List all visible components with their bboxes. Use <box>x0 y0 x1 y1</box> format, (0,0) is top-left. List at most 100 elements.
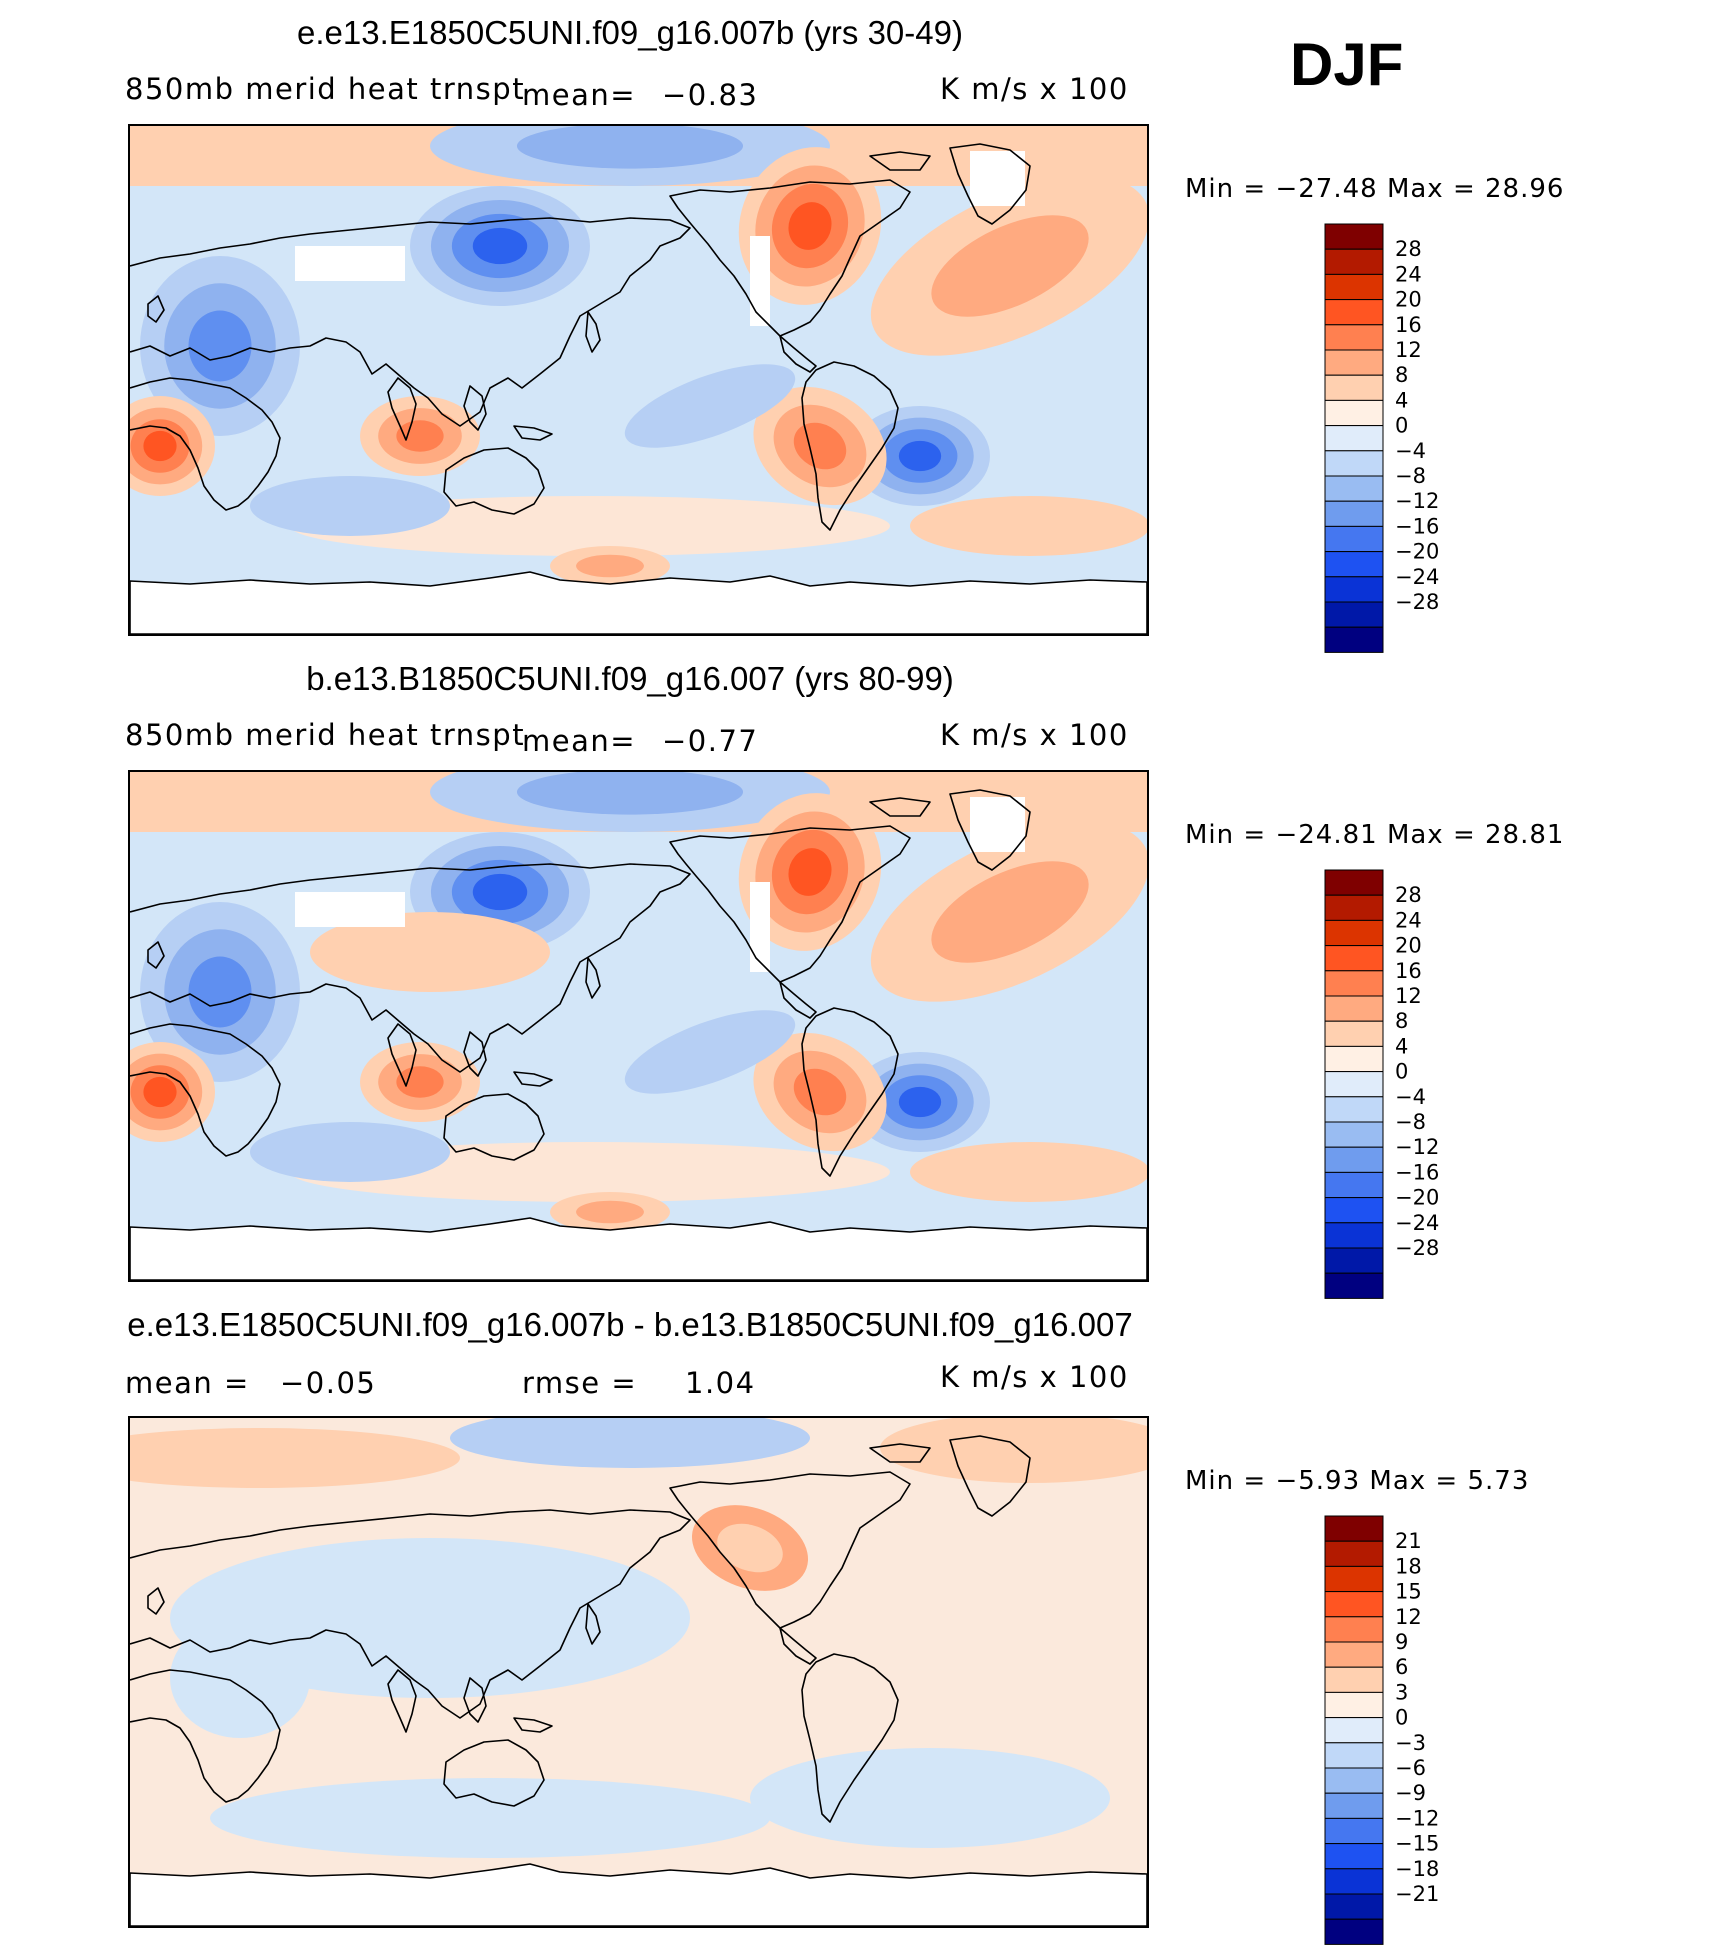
legend-swatch <box>1324 248 1384 275</box>
rmse-value: 1.04 <box>685 1366 756 1400</box>
mean-label: mean = <box>125 1366 250 1400</box>
field-contour <box>516 126 744 169</box>
coastline <box>130 571 1147 634</box>
legend-swatch <box>1324 450 1384 477</box>
legend-swatch <box>1324 1868 1384 1895</box>
legend-tick-label: −16 <box>1395 1160 1439 1184</box>
field-contour <box>472 873 528 911</box>
legend-swatch <box>1324 1817 1384 1845</box>
legend-tick-label: 28 <box>1395 883 1422 907</box>
panel-title: e.e13.E1850C5UNI.f09_g16.007b (yrs 30-49… <box>297 14 963 51</box>
units-label: K m/s x 100 <box>940 718 1129 752</box>
coastline <box>801 1007 899 1177</box>
field-contour <box>310 912 550 992</box>
legend-tick-label: 20 <box>1395 288 1422 312</box>
legend-tick-label: 12 <box>1395 1605 1422 1629</box>
min-label: Min = <box>1185 1466 1267 1496</box>
color-legend: 28 24 20 16 12 8 4 0 −4 −8 −12 −16 −20 −24 −28 <box>1324 223 1485 653</box>
legend-tick-label: −8 <box>1395 1110 1426 1134</box>
field-contour <box>170 1618 310 1738</box>
map-field <box>130 1418 1147 1926</box>
min-max-readout: Min = −27.48 Max = 28.96 <box>1185 174 1564 204</box>
max-label: Max = <box>1369 1466 1459 1496</box>
min-value: −5.93 <box>1275 1466 1361 1496</box>
max-label: Max = <box>1386 174 1476 204</box>
field-contour <box>295 892 405 927</box>
legend-swatch <box>1324 1666 1384 1693</box>
mean-value: −0.83 <box>662 78 759 112</box>
units-label: K m/s x 100 <box>940 1360 1129 1394</box>
field-contour <box>130 1218 1147 1280</box>
legend-tick-label: 8 <box>1395 363 1408 387</box>
map-field <box>130 126 1147 634</box>
coastline <box>669 825 911 983</box>
coastline <box>779 335 817 373</box>
legend-swatch <box>1324 374 1384 401</box>
legend-tick-label: 3 <box>1395 1680 1408 1704</box>
legend-swatch <box>1324 299 1384 326</box>
legend-swatch <box>1324 1691 1384 1719</box>
legend-tick-label: 16 <box>1395 313 1422 337</box>
coastline <box>130 217 691 427</box>
panel-title: e.e13.E1850C5UNI.f09_g16.007b - b.e13.B1… <box>127 1306 1133 1343</box>
coastline <box>130 863 691 1073</box>
coastline <box>949 1435 1031 1517</box>
field-contour <box>624 1010 796 1094</box>
legend-swatch <box>1324 1616 1384 1643</box>
units-label: K m/s x 100 <box>940 72 1129 106</box>
legend-tick-label: −12 <box>1395 489 1439 513</box>
field-contour <box>750 1748 1110 1848</box>
legend-tick-label: −20 <box>1395 540 1439 564</box>
field-contour <box>188 310 252 382</box>
legend-swatch <box>1324 1045 1384 1073</box>
variable-label: 850mb merid heat trnspt <box>125 718 526 752</box>
field-contour <box>880 1418 1147 1483</box>
coastline <box>130 1863 1147 1926</box>
legend-tick-label: −20 <box>1395 1186 1439 1210</box>
field-contour <box>970 151 1025 206</box>
legend-swatch <box>1324 1515 1384 1542</box>
variable-label: 850mb merid heat trnspt <box>125 72 526 106</box>
coastline <box>669 179 911 337</box>
coastline <box>779 981 817 1019</box>
coastline <box>387 1669 417 1733</box>
field-contour <box>130 1864 1147 1926</box>
legend-tick-label: 18 <box>1395 1554 1422 1578</box>
panel-top: e.e13.E1850C5UNI.f09_g16.007b (yrs 30-49… <box>0 14 1710 654</box>
legend-tick-label: −12 <box>1395 1135 1439 1159</box>
map-field <box>130 772 1147 1280</box>
field-contour <box>143 430 177 462</box>
min-max-readout: Min = −24.81 Max = 28.81 <box>1185 820 1564 850</box>
min-max-readout: Min = −5.93 Max = 5.73 <box>1185 1466 1529 1496</box>
legend-tick-label: 15 <box>1395 1580 1422 1604</box>
coastline <box>585 957 601 999</box>
legend-swatch <box>1324 1918 1384 1945</box>
legend-tick-label: −4 <box>1395 1085 1426 1109</box>
legend-tick-label: −12 <box>1395 1806 1439 1830</box>
map-plot <box>128 1416 1149 1928</box>
legend-swatch <box>1324 919 1384 947</box>
coastline <box>869 151 931 171</box>
legend-swatch <box>1324 1742 1384 1769</box>
legend-tick-label: 6 <box>1395 1655 1408 1679</box>
max-value: 28.81 <box>1485 820 1565 850</box>
legend-tick-label: −24 <box>1395 565 1439 589</box>
legend-swatch <box>1324 894 1384 921</box>
field-contour <box>624 364 796 448</box>
legend-swatch <box>1324 995 1384 1022</box>
field-contour <box>970 797 1025 852</box>
legend-swatch <box>1324 1020 1384 1047</box>
coastline <box>130 1669 281 1803</box>
coastline <box>130 1023 281 1157</box>
legend-swatch <box>1324 601 1384 628</box>
field-contour <box>143 1076 177 1108</box>
legend-swatch <box>1324 1171 1384 1199</box>
coastline <box>869 1443 931 1463</box>
legend-tick-label: 20 <box>1395 934 1422 958</box>
legend-tick-label: 24 <box>1395 908 1422 932</box>
legend-swatch <box>1324 1641 1384 1668</box>
field-contour <box>396 420 444 452</box>
legend-swatch <box>1324 970 1384 997</box>
legend-tick-label: 21 <box>1395 1529 1422 1553</box>
